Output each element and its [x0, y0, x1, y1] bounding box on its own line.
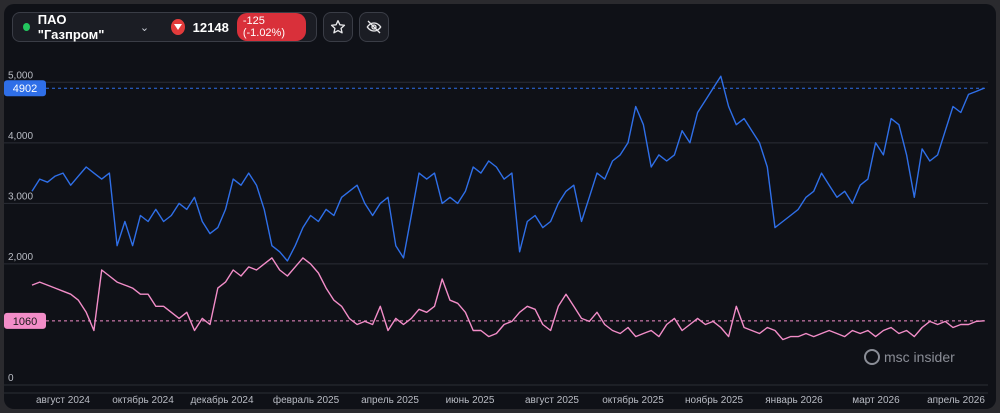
y-tick-label: 2,000	[8, 252, 33, 263]
x-tick-label: апрель 2025	[361, 395, 419, 406]
eye-off-icon	[366, 20, 382, 34]
x-tick-label: октябрь 2025	[602, 394, 664, 406]
ticker-selector[interactable]: ПАО "Газпром" ⌄ 12148 -125 (-1.02%)	[12, 12, 317, 42]
last-value-badge-1	[4, 80, 46, 97]
x-tick-label: февраль 2025	[273, 394, 340, 406]
y-tick-label: 3,000	[8, 191, 33, 202]
y-tick-label: 4,000	[8, 131, 33, 142]
line-chart: 5,000 4,000 3,000 2,000 0 4902 1060 август 20…	[4, 70, 988, 406]
series-lines	[31, 75, 985, 341]
last-value-badge-2	[4, 312, 46, 329]
status-dot	[23, 23, 30, 31]
x-axis: август 2024 октябрь 2024 декабрь 2024 февра…	[4, 392, 988, 406]
x-tick-label: август 2024	[36, 395, 90, 406]
hide-button[interactable]	[359, 12, 389, 42]
series-line-2	[31, 257, 985, 341]
x-tick-label: апрель 2026	[927, 395, 985, 406]
x-tick-label: июнь 2025	[446, 395, 495, 406]
x-tick-label: январь 2026	[765, 395, 823, 406]
x-tick-label: август 2025	[525, 395, 579, 406]
last-value-label-1: 4902	[13, 83, 37, 95]
series-line-1	[31, 75, 985, 262]
watermark-text: msc insider	[884, 349, 955, 365]
chart-panel: ПАО "Газпром" ⌄ 12148 -125 (-1.02%) 5,00…	[4, 4, 996, 409]
y-tick-label: 5,000	[8, 70, 33, 81]
reference-lines: 4902 1060	[4, 80, 988, 329]
toolbar: ПАО "Газпром" ⌄ 12148 -125 (-1.02%)	[12, 12, 389, 42]
x-tick-label: ноябрь 2025	[685, 394, 743, 406]
favorite-button[interactable]	[323, 12, 353, 42]
y-axis: 5,000 4,000 3,000 2,000 0	[8, 70, 33, 384]
last-value-label-2: 1060	[13, 316, 37, 328]
x-tick-label: декабрь 2024	[190, 394, 254, 406]
x-tick-label: октябрь 2024	[112, 394, 174, 406]
triangle-down-icon	[171, 19, 185, 35]
grid	[4, 81, 988, 386]
watermark: msc insider	[864, 349, 955, 365]
y-tick-label: 0	[8, 373, 14, 384]
ticker-name: ПАО "Газпром"	[37, 12, 105, 42]
star-icon	[330, 20, 346, 34]
price: 12148	[192, 19, 229, 35]
change-badge: -125 (-1.02%)	[236, 13, 306, 41]
chevron-down-icon: ⌄	[139, 21, 150, 34]
x-tick-label: март 2026	[852, 395, 900, 406]
